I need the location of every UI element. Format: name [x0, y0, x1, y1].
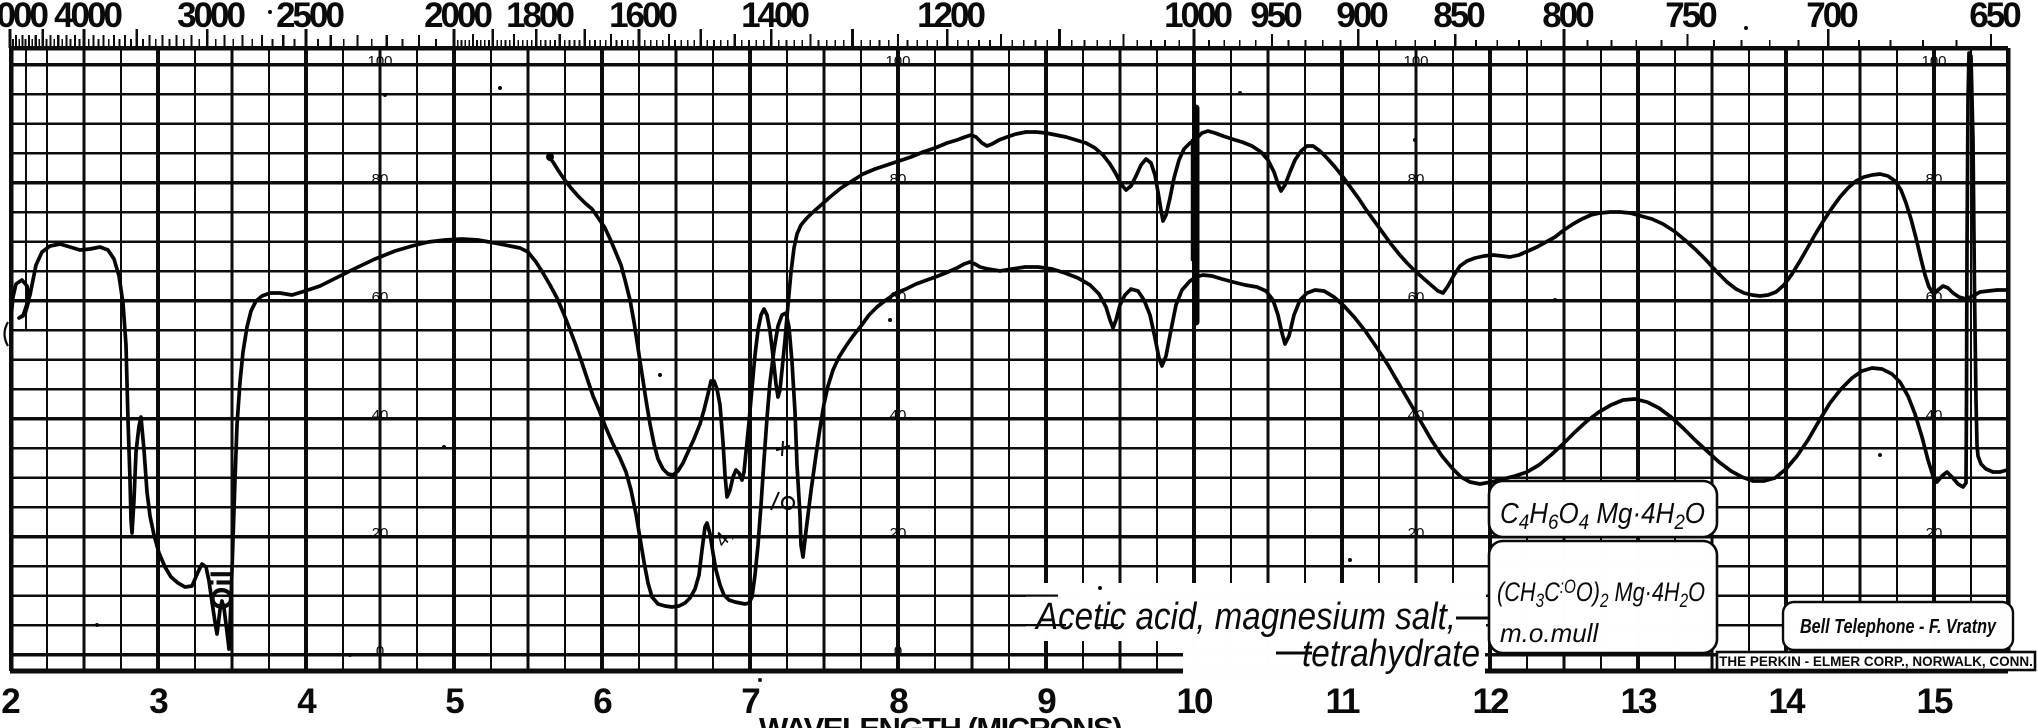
svg-text:100: 100 — [367, 53, 392, 70]
svg-text:5000: 5000 — [0, 0, 48, 35]
svg-text:100: 100 — [1921, 53, 1946, 70]
svg-text:60: 60 — [372, 289, 389, 306]
svg-text:650: 650 — [1969, 0, 2021, 35]
svg-text:0: 0 — [894, 643, 902, 660]
svg-text:60: 60 — [1408, 289, 1425, 306]
svg-text:80: 80 — [1408, 171, 1425, 188]
svg-text:80: 80 — [890, 171, 907, 188]
svg-text:850: 850 — [1433, 0, 1485, 35]
svg-text:40: 40 — [372, 407, 389, 424]
svg-text:m.o.mull: m.o.mull — [1500, 618, 1599, 648]
svg-text:6: 6 — [593, 682, 612, 721]
svg-text:100: 100 — [1403, 53, 1428, 70]
svg-text:1800: 1800 — [506, 0, 574, 35]
svg-text:80: 80 — [372, 171, 389, 188]
svg-text:40: 40 — [890, 407, 907, 424]
svg-text:60: 60 — [1926, 289, 1943, 306]
svg-text:4: 4 — [297, 682, 317, 721]
svg-text:WAVELENGTH (MICRONS): WAVELENGTH (MICRONS) — [759, 711, 1121, 728]
svg-text:Oil: Oil — [206, 570, 239, 610]
svg-text:9: 9 — [1037, 682, 1056, 721]
svg-text:950: 950 — [1250, 0, 1302, 35]
svg-text:11: 11 — [1326, 682, 1361, 721]
svg-text:4000: 4000 — [54, 0, 122, 35]
svg-text:20: 20 — [890, 525, 907, 542]
svg-text:14: 14 — [1769, 682, 1806, 721]
svg-text:8: 8 — [889, 682, 908, 721]
svg-text:2000: 2000 — [424, 0, 492, 35]
svg-text:1400: 1400 — [741, 0, 809, 35]
svg-text:20: 20 — [1408, 525, 1425, 542]
svg-text:3000: 3000 — [177, 0, 245, 35]
svg-text:100: 100 — [885, 53, 910, 70]
svg-text:0: 0 — [376, 643, 384, 660]
svg-text:1200: 1200 — [917, 0, 985, 35]
svg-text:THE PERKIN - ELMER CORP., NORW: THE PERKIN - ELMER CORP., NORWALK, CONN. — [1719, 654, 2033, 669]
svg-text:C4H6O4 Mg·4H2O: C4H6O4 Mg·4H2O — [1500, 498, 1705, 534]
svg-text:20: 20 — [1926, 525, 1943, 542]
svg-text:12: 12 — [1473, 682, 1509, 721]
svg-text:80: 80 — [1926, 171, 1943, 188]
svg-text:5: 5 — [445, 682, 464, 721]
svg-text:10: 10 — [1177, 682, 1213, 721]
svg-text:700: 700 — [1806, 0, 1858, 35]
svg-text:tetrahydrate: tetrahydrate — [1302, 633, 1480, 675]
svg-text:3: 3 — [149, 682, 168, 721]
svg-text:1600: 1600 — [609, 0, 677, 35]
svg-text:20: 20 — [372, 525, 389, 542]
svg-text:900: 900 — [1336, 0, 1388, 35]
svg-text:800: 800 — [1542, 0, 1594, 35]
svg-text:7: 7 — [741, 682, 759, 721]
svg-text:13: 13 — [1621, 682, 1657, 721]
svg-text:15: 15 — [1917, 682, 1953, 721]
svg-text:2: 2 — [1, 682, 20, 721]
svg-text:1000: 1000 — [1164, 0, 1232, 35]
svg-text:Bell Telephone - F. Vratny: Bell Telephone - F. Vratny — [1800, 616, 1997, 638]
svg-text:40: 40 — [1926, 407, 1943, 424]
svg-text:2500: 2500 — [276, 0, 344, 35]
svg-text:Acetic acid, magnesium salt,: Acetic acid, magnesium salt, — [1034, 596, 1456, 638]
svg-text:750: 750 — [1665, 0, 1717, 35]
